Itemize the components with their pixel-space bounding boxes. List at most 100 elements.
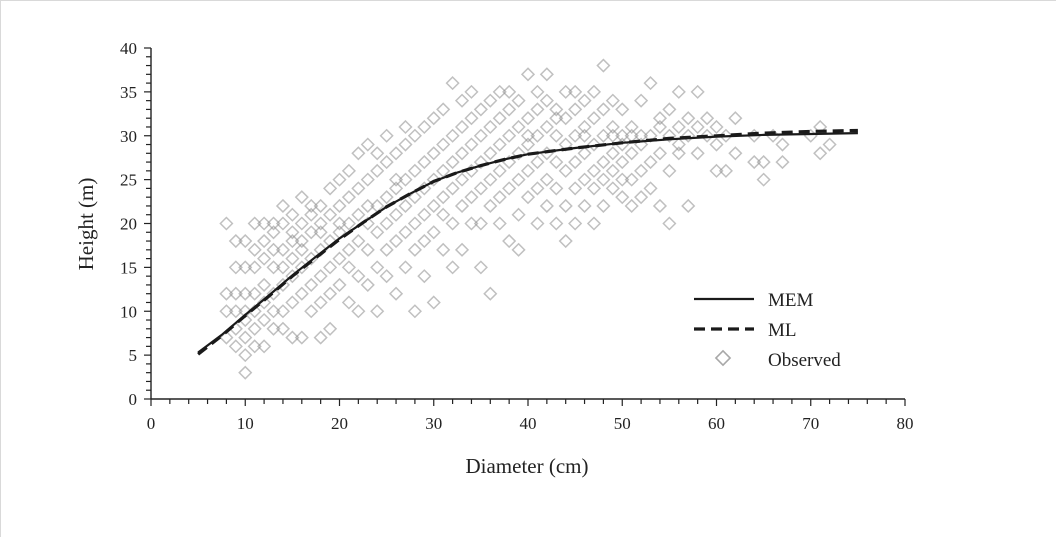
observed-point: [530, 181, 545, 196]
observed-point: [304, 207, 319, 222]
observed-point: [257, 339, 272, 354]
observed-point: [388, 181, 404, 196]
observed-point: [417, 181, 432, 196]
observed-point: [360, 198, 375, 214]
observed-point: [247, 242, 262, 257]
observed-point: [257, 233, 272, 249]
y-tick-label: 35: [120, 83, 137, 102]
observed-point: [313, 330, 328, 345]
y-tick-label: 25: [120, 171, 137, 190]
observed-point: [464, 190, 479, 205]
observed-point: [407, 163, 422, 178]
observed-point: [530, 155, 545, 170]
observed-point: [398, 137, 413, 152]
observed-point: [407, 242, 422, 257]
observed-point: [219, 304, 234, 319]
observed-point: [605, 128, 620, 143]
observed-point: [615, 155, 630, 170]
observed-point: [492, 190, 507, 205]
y-tick-label: 30: [120, 127, 137, 146]
observed-point: [483, 198, 498, 214]
observed-point: [436, 190, 451, 205]
observed-point: [577, 93, 592, 108]
observed-point: [775, 155, 790, 170]
observed-point: [511, 242, 526, 257]
observed-point: [370, 304, 385, 319]
observed-point: [341, 163, 356, 178]
observed-point: [596, 128, 611, 143]
observed-point: [257, 277, 272, 292]
observed-point: [313, 216, 328, 231]
observed-point: [483, 172, 498, 187]
observed-point: [323, 260, 338, 275]
observed-point: [332, 251, 347, 266]
observed-point: [690, 119, 705, 135]
observed-point: [568, 84, 583, 99]
observed-point: [596, 58, 611, 73]
observed-point: [747, 155, 762, 170]
observed-point: [275, 304, 291, 319]
observed-point: [407, 304, 422, 319]
x-tick-label: 30: [425, 414, 442, 433]
observed-point: [577, 198, 592, 214]
y-axis-title: Height (m): [74, 178, 98, 271]
legend: MEM ML Observed: [694, 290, 841, 371]
observed-point: [275, 198, 291, 214]
observed-point: [351, 233, 366, 249]
observed-point: [492, 163, 507, 178]
observed-point: [285, 295, 300, 310]
observed-point: [577, 119, 592, 135]
observed-point: [370, 260, 385, 275]
observed-point: [549, 111, 564, 126]
observed-point: [605, 163, 620, 178]
observed-point: [323, 286, 338, 301]
observed-point: [558, 163, 573, 178]
observed-point: [454, 242, 470, 257]
observed-point: [454, 172, 470, 187]
observed-point: [756, 155, 771, 170]
observed-point: [464, 84, 479, 99]
observed-point: [275, 260, 291, 275]
observed-point: [681, 111, 696, 126]
observed-point: [709, 137, 724, 152]
observed-point: [219, 216, 234, 231]
observed-point: [558, 198, 573, 214]
y-tick-label: 40: [120, 39, 137, 58]
observed-point: [407, 190, 422, 205]
observed-point: [436, 137, 451, 152]
observed-point: [351, 146, 366, 161]
observed-point: [323, 207, 338, 222]
observed-point: [417, 207, 432, 222]
observed-point: [294, 233, 309, 249]
observed-point: [652, 146, 668, 161]
observed-point: [228, 233, 243, 249]
observed-point: [577, 128, 592, 143]
observed-point: [539, 172, 554, 187]
observed-point: [652, 111, 668, 126]
observed-point: [370, 146, 385, 161]
observed-point: [398, 260, 413, 275]
observed-point: [285, 233, 300, 249]
observed-point: [568, 216, 583, 231]
observed-point: [238, 330, 253, 345]
observed-point: [445, 260, 460, 275]
observed-point: [709, 119, 724, 135]
observed-point: [436, 102, 451, 117]
observed-point: [615, 102, 630, 117]
observed-point: [615, 190, 630, 205]
observed-point: [285, 225, 300, 240]
observed-point: [492, 137, 507, 152]
observed-point: [228, 304, 243, 319]
observed-point: [304, 277, 319, 292]
observed-point: [341, 295, 356, 310]
observed-point: [323, 181, 338, 196]
observed-point: [624, 119, 639, 135]
observed-point: [257, 251, 272, 266]
observed-point: [238, 348, 253, 363]
observed-point: [426, 295, 441, 310]
observed-point: [266, 225, 281, 240]
observed-point: [530, 102, 545, 117]
observed-point: [483, 146, 498, 161]
y-tick-label: 10: [120, 302, 137, 321]
observed-point: [549, 216, 564, 231]
